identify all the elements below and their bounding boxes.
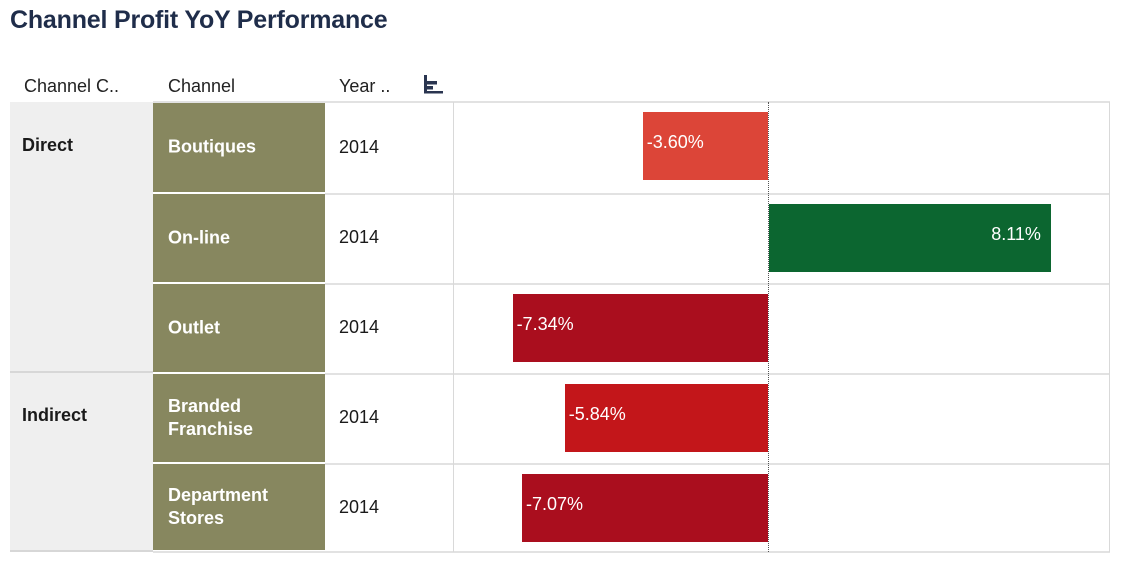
category-cell-indirect: Indirect <box>10 372 153 552</box>
data-label: -7.07% <box>525 494 583 514</box>
channel-cell[interactable]: Branded Franchise <box>153 374 325 464</box>
data-label: -7.34% <box>516 314 574 334</box>
row-divider <box>325 283 1110 285</box>
data-label: -3.60% <box>646 132 704 152</box>
channel-label: Branded Franchise <box>168 396 254 439</box>
channel-cell[interactable]: Department Stores <box>153 464 325 552</box>
channel-label: On-line <box>168 227 230 248</box>
row-divider <box>325 373 1110 375</box>
channel-label: Department Stores <box>168 485 269 528</box>
category-divider <box>10 371 153 373</box>
channel-cell[interactable]: On-line <box>153 194 325 284</box>
category-cell-direct: Direct <box>10 102 153 372</box>
zero-axis-line <box>768 102 769 552</box>
year-label: 2014 <box>339 497 380 517</box>
chart-title: Channel Profit YoY Performance <box>10 6 388 34</box>
row-divider <box>153 551 1110 553</box>
bar-department-stores[interactable] <box>521 474 768 542</box>
header-channel-category[interactable]: Channel C.. <box>24 76 120 96</box>
data-table: Direct Indirect Boutiques On-line Outlet… <box>10 101 1110 553</box>
bar-branded-franchise[interactable] <box>564 384 768 452</box>
header-year[interactable]: Year .. <box>339 76 391 96</box>
row-divider <box>153 101 1110 103</box>
category-divider <box>10 550 153 552</box>
data-label: 8.11% <box>991 224 1041 244</box>
bar-boutiques[interactable] <box>642 112 768 180</box>
channel-cell[interactable]: Outlet <box>153 284 325 374</box>
data-label: -5.84% <box>568 404 626 424</box>
year-label: 2014 <box>339 227 380 247</box>
sort-descending-icon[interactable] <box>421 73 445 97</box>
category-label: Indirect <box>22 405 88 425</box>
header-channel[interactable]: Channel <box>168 76 236 96</box>
year-label: 2014 <box>339 137 380 157</box>
channel-label: Outlet <box>168 317 220 338</box>
column-divider <box>1109 102 1110 552</box>
channel-label: Boutiques <box>168 136 256 157</box>
row-divider <box>325 193 1110 195</box>
row-divider <box>325 463 1110 465</box>
column-divider <box>453 102 454 552</box>
channel-cell[interactable]: Boutiques <box>153 102 325 194</box>
bar-outlet[interactable] <box>512 294 768 362</box>
category-label: Direct <box>22 135 74 155</box>
year-label: 2014 <box>339 407 380 427</box>
year-label: 2014 <box>339 317 380 337</box>
bar-on-line[interactable] <box>769 204 1052 272</box>
